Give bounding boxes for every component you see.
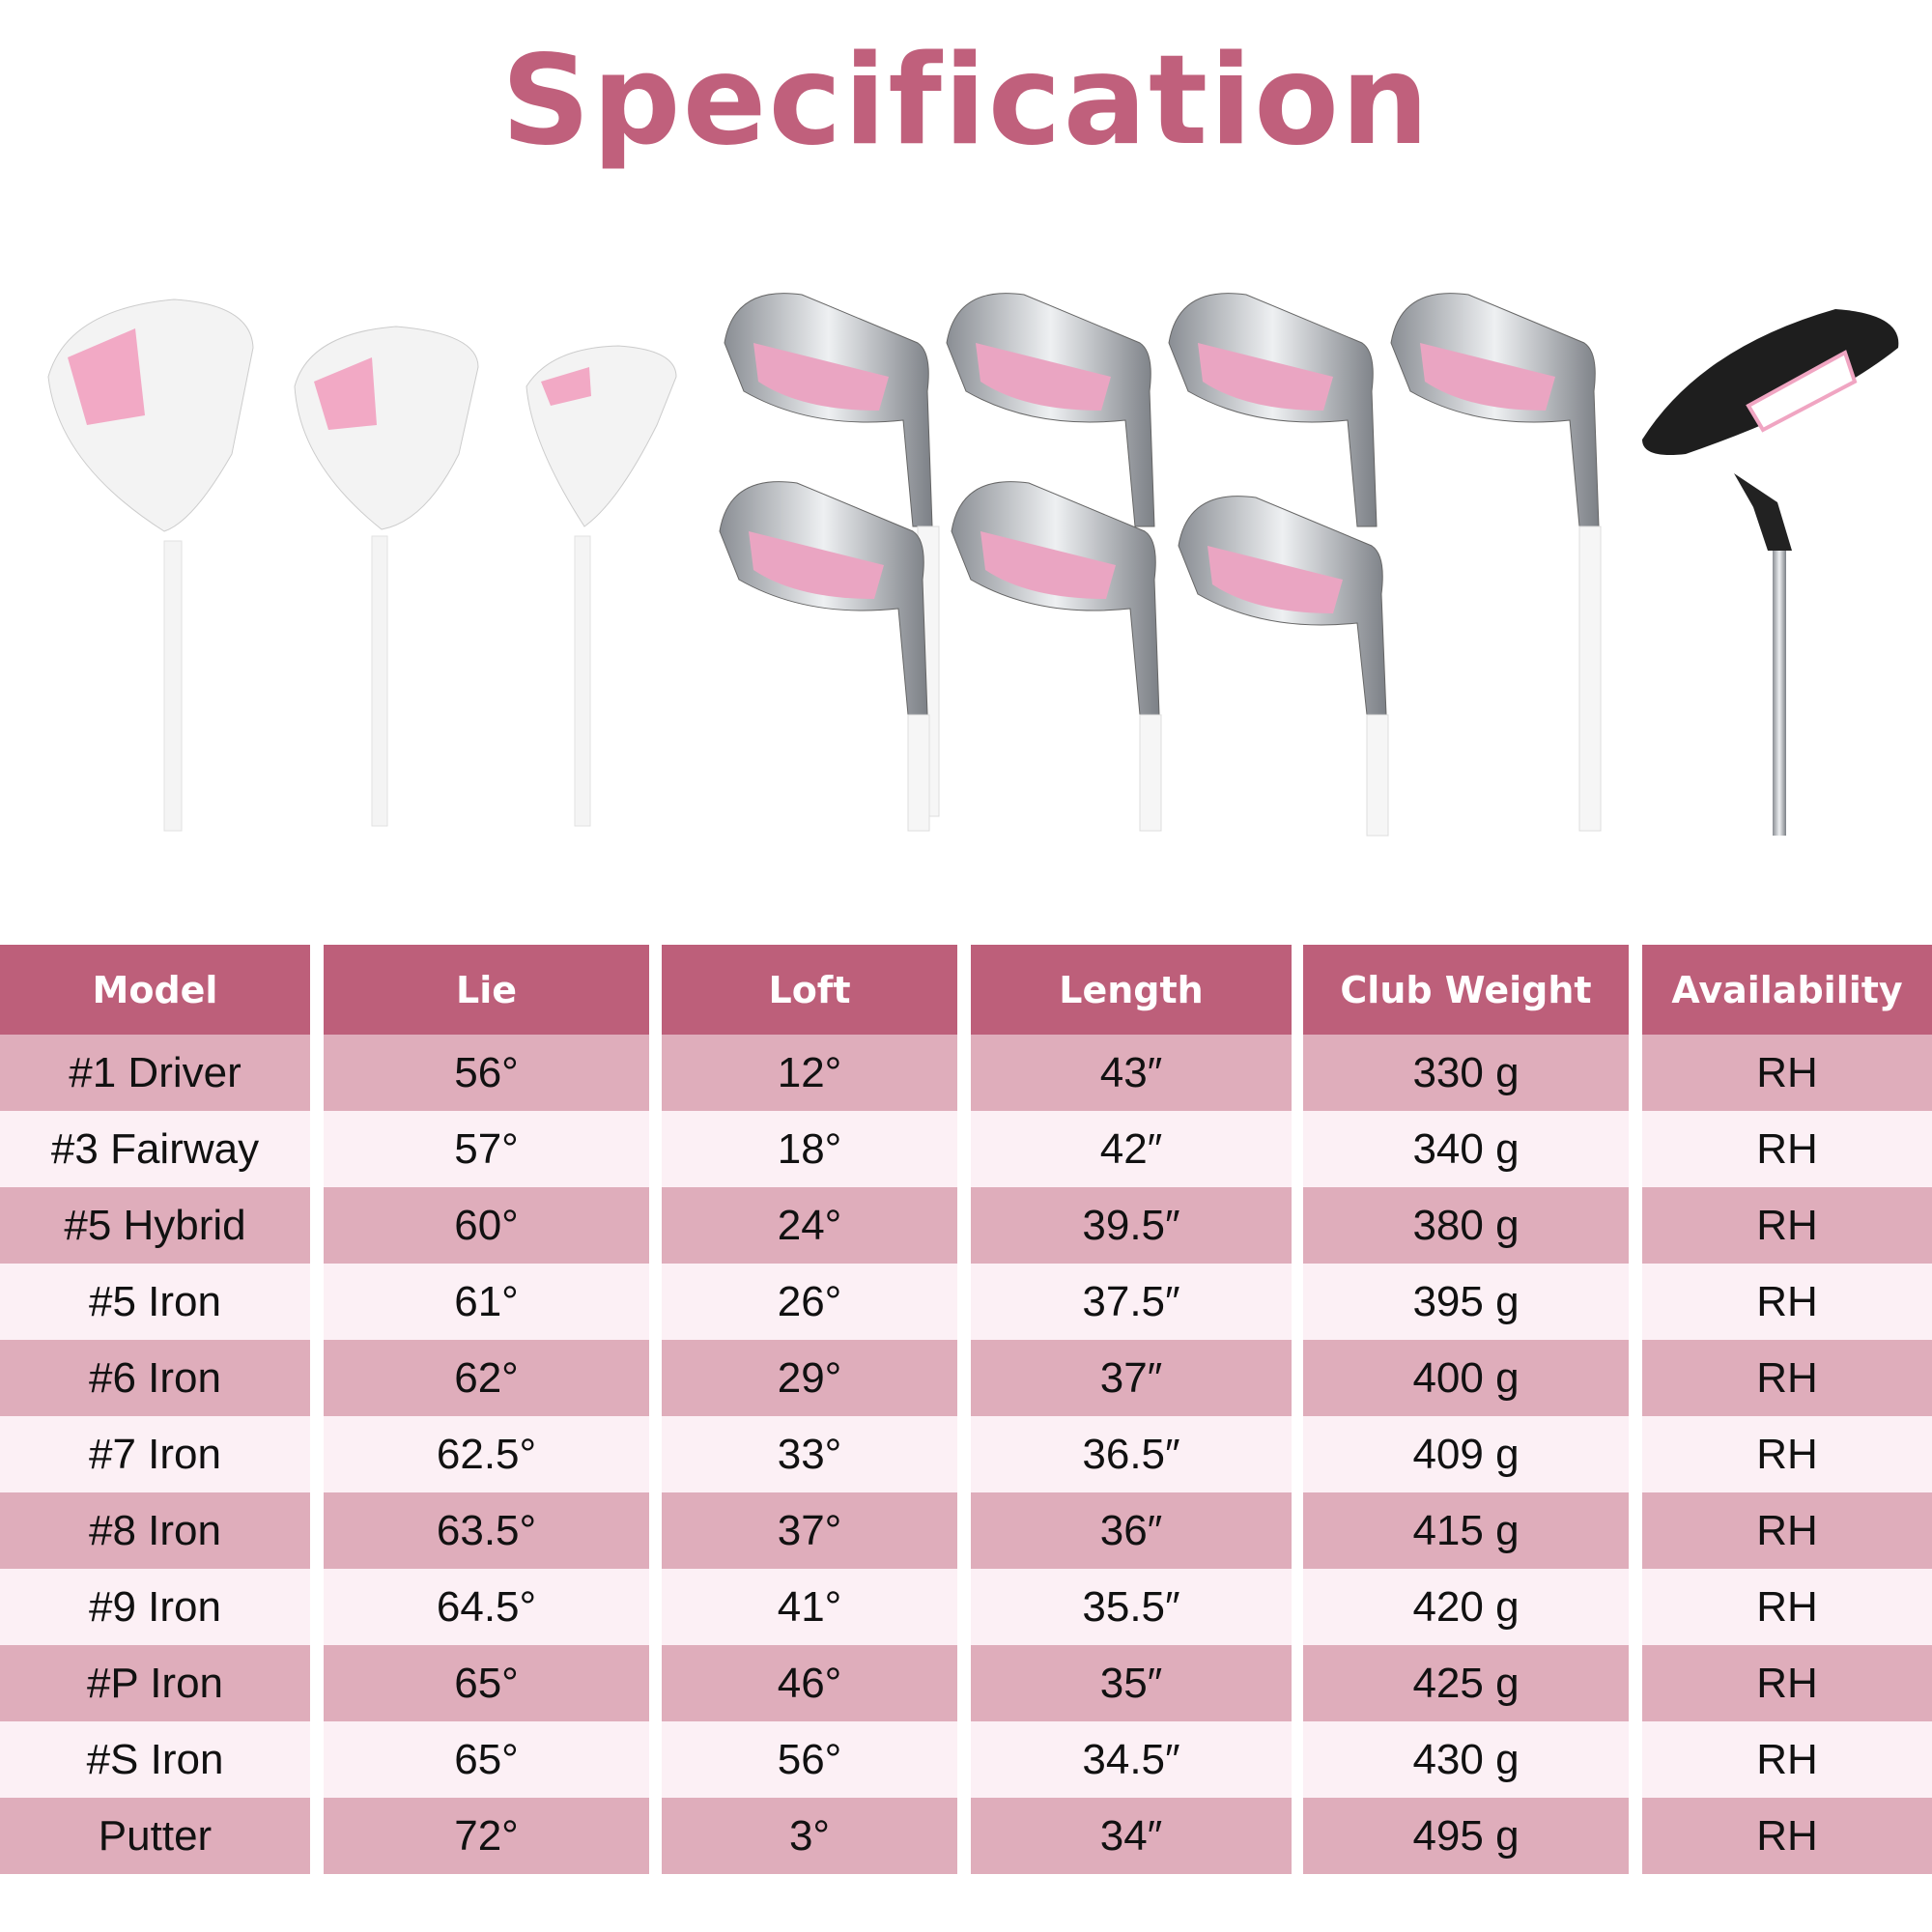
- table-cell: 62°: [324, 1340, 649, 1416]
- table-cell: 26°: [662, 1264, 957, 1340]
- table-cell: #5 Hybrid: [0, 1187, 310, 1264]
- table-cell: 65°: [324, 1721, 649, 1798]
- table-cell: 415 g: [1303, 1492, 1629, 1569]
- table-cell: RH: [1642, 1111, 1932, 1187]
- hybrid-club-icon: [526, 345, 677, 827]
- column-loft: Loft 12° 18° 24° 26° 29° 33° 37° 41° 46° 56° 3°: [662, 945, 957, 1874]
- table-cell: #1 Driver: [0, 1035, 310, 1111]
- table-cell: RH: [1642, 1264, 1932, 1340]
- driver-club-icon: [47, 298, 254, 832]
- table-cell: 35″: [971, 1645, 1292, 1721]
- table-cell: 24°: [662, 1187, 957, 1264]
- table-header-cell: Model: [0, 945, 310, 1035]
- table-cell: RH: [1642, 1492, 1932, 1569]
- table-cell: 37″: [971, 1340, 1292, 1416]
- table-cell: 72°: [324, 1798, 649, 1874]
- table-cell: RH: [1642, 1798, 1932, 1874]
- table-cell: 430 g: [1303, 1721, 1629, 1798]
- table-cell: 330 g: [1303, 1035, 1629, 1111]
- table-cell: 420 g: [1303, 1569, 1629, 1645]
- table-cell: 36″: [971, 1492, 1292, 1569]
- table-cell: 37.5″: [971, 1264, 1292, 1340]
- table-cell: 56°: [662, 1721, 957, 1798]
- table-cell: RH: [1642, 1645, 1932, 1721]
- table-cell: #S Iron: [0, 1721, 310, 1798]
- table-header-cell: Availability: [1642, 945, 1932, 1035]
- page-title: Specification: [500, 29, 1432, 173]
- table-cell: #6 Iron: [0, 1340, 310, 1416]
- table-cell: #9 Iron: [0, 1569, 310, 1645]
- table-cell: 62.5°: [324, 1416, 649, 1492]
- table-cell: 425 g: [1303, 1645, 1629, 1721]
- table-cell: 380 g: [1303, 1187, 1629, 1264]
- table-cell: 64.5°: [324, 1569, 649, 1645]
- irons-icon: [719, 293, 1602, 837]
- table-cell: #3 Fairway: [0, 1111, 310, 1187]
- table-cell: 34.5″: [971, 1721, 1292, 1798]
- table-cell: 400 g: [1303, 1340, 1629, 1416]
- table-cell: 18°: [662, 1111, 957, 1187]
- table-cell: 37°: [662, 1492, 957, 1569]
- table-cell: #8 Iron: [0, 1492, 310, 1569]
- table-cell: RH: [1642, 1569, 1932, 1645]
- table-cell: 42″: [971, 1111, 1292, 1187]
- putter-club-icon: [1642, 309, 1899, 836]
- table-cell: #P Iron: [0, 1645, 310, 1721]
- table-cell: 57°: [324, 1111, 649, 1187]
- table-cell: 61°: [324, 1264, 649, 1340]
- table-cell: 60°: [324, 1187, 649, 1264]
- column-club-weight: Club Weight 330 g 340 g 380 g 395 g 400 g 409 …: [1303, 945, 1629, 1874]
- table-cell: 65°: [324, 1645, 649, 1721]
- column-availability: Availability RH RH RH RH RH RH RH RH RH RH RH: [1642, 945, 1932, 1874]
- table-cell: 63.5°: [324, 1492, 649, 1569]
- table-cell: RH: [1642, 1187, 1932, 1264]
- table-header-cell: Lie: [324, 945, 649, 1035]
- table-cell: Putter: [0, 1798, 310, 1874]
- golf-clubs-image: [47, 293, 1899, 837]
- column-model: Model #1 Driver #3 Fairway #5 Hybrid #5 Iron…: [0, 945, 310, 1874]
- table-cell: 41°: [662, 1569, 957, 1645]
- table-cell: 39.5″: [971, 1187, 1292, 1264]
- table-cell: 43″: [971, 1035, 1292, 1111]
- table-cell: RH: [1642, 1035, 1932, 1111]
- column-lie: Lie 56° 57° 60° 61° 62° 62.5° 63.5° 64.5° 65° 65° 7…: [324, 945, 649, 1874]
- table-cell: 340 g: [1303, 1111, 1629, 1187]
- table-cell: #7 Iron: [0, 1416, 310, 1492]
- table-cell: 33°: [662, 1416, 957, 1492]
- table-cell: 34″: [971, 1798, 1292, 1874]
- table-cell: 395 g: [1303, 1264, 1629, 1340]
- table-header-cell: Club Weight: [1303, 945, 1629, 1035]
- table-cell: 35.5″: [971, 1569, 1292, 1645]
- table-cell: 56°: [324, 1035, 649, 1111]
- table-cell: 409 g: [1303, 1416, 1629, 1492]
- table-cell: RH: [1642, 1721, 1932, 1798]
- table-cell: RH: [1642, 1340, 1932, 1416]
- table-cell: 29°: [662, 1340, 957, 1416]
- table-header-cell: Loft: [662, 945, 957, 1035]
- column-length: Length 43″ 42″ 39.5″ 37.5″ 37″ 36.5″ 36″ 35.5″ 35…: [971, 945, 1292, 1874]
- table-cell: 495 g: [1303, 1798, 1629, 1874]
- table-cell: 36.5″: [971, 1416, 1292, 1492]
- table-header-cell: Length: [971, 945, 1292, 1035]
- table-cell: 46°: [662, 1645, 957, 1721]
- table-cell: #5 Iron: [0, 1264, 310, 1340]
- fairway-club-icon: [294, 326, 479, 827]
- table-cell: RH: [1642, 1416, 1932, 1492]
- table-cell: 12°: [662, 1035, 957, 1111]
- table-cell: 3°: [662, 1798, 957, 1874]
